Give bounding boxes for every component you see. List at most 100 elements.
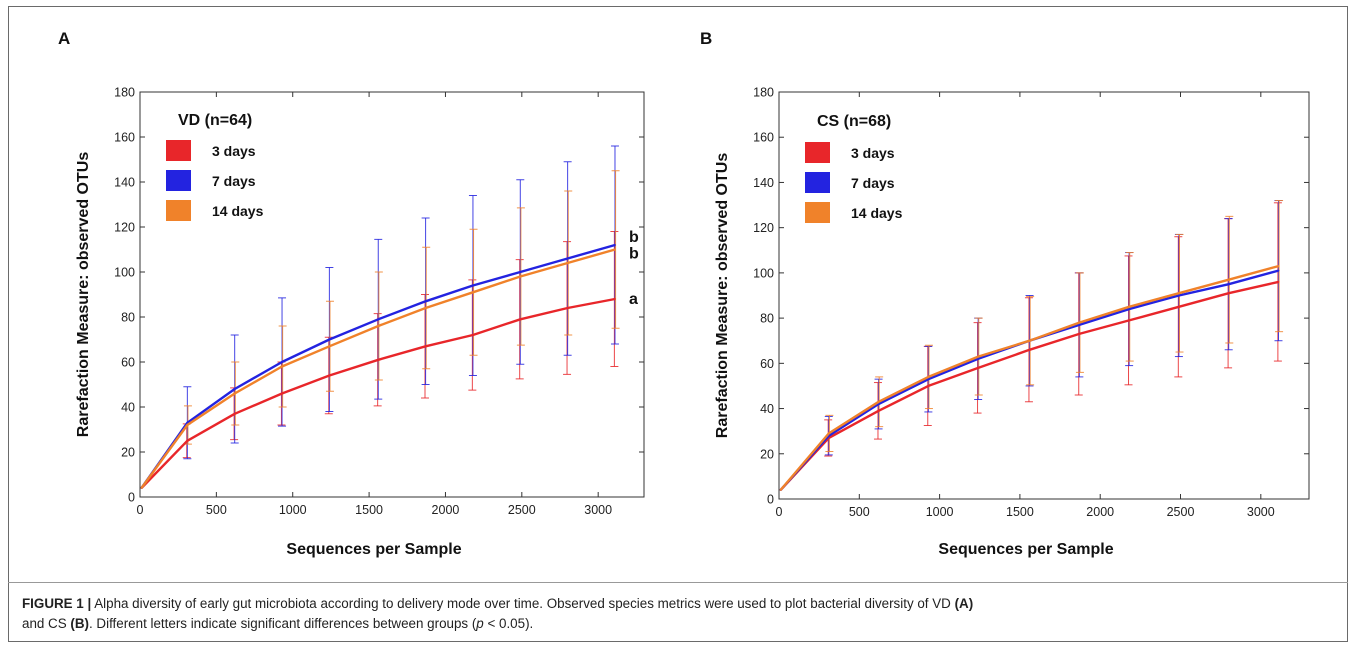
legend-title: CS (n=68) xyxy=(817,113,891,130)
data-point xyxy=(877,409,880,412)
data-point xyxy=(424,300,427,303)
y-tick-label: 180 xyxy=(753,86,774,100)
y-tick-label: 180 xyxy=(114,86,135,100)
data-point xyxy=(328,345,331,348)
data-point xyxy=(1078,323,1081,326)
data-point xyxy=(377,358,380,361)
y-tick-label: 140 xyxy=(114,176,135,190)
legend-label: 14 days xyxy=(212,203,264,219)
x-tick-label: 1000 xyxy=(926,505,954,519)
data-point xyxy=(233,388,236,390)
data-point xyxy=(328,338,331,341)
data-point xyxy=(1128,308,1131,310)
data-point xyxy=(779,489,782,491)
data-point xyxy=(519,271,522,273)
y-axis-label: Rarefaction Measure: observed OTUs xyxy=(714,153,731,439)
x-tick-label: 2000 xyxy=(432,503,460,517)
x-tick-label: 500 xyxy=(206,503,227,517)
data-point xyxy=(472,284,474,287)
x-axis-label: Sequences per Sample xyxy=(938,541,1113,558)
data-point xyxy=(927,378,930,381)
x-tick-label: 3000 xyxy=(584,503,612,517)
figure-caption: FIGURE 1 | Alpha diversity of early gut … xyxy=(22,594,1340,634)
x-tick-label: 0 xyxy=(776,505,783,519)
y-tick-label: 0 xyxy=(767,493,774,507)
data-point xyxy=(1178,305,1180,308)
x-tick-label: 1000 xyxy=(279,503,307,517)
data-point xyxy=(614,298,616,300)
data-point xyxy=(1028,339,1031,342)
y-tick-label: 0 xyxy=(128,491,135,505)
data-point xyxy=(877,403,880,405)
legend-label: 3 days xyxy=(212,143,256,159)
data-point xyxy=(233,392,236,395)
legend-swatch xyxy=(166,140,191,161)
y-tick-label: 160 xyxy=(753,131,774,145)
x-tick-label: 3000 xyxy=(1247,505,1275,519)
data-point xyxy=(614,248,616,251)
data-point xyxy=(424,307,427,309)
data-point xyxy=(566,307,569,309)
data-point xyxy=(1227,278,1230,281)
panel-label-b: B xyxy=(700,29,712,48)
chart-a: 0 20 40 60 80 100 120 140 160 180 0 500 1000 1500 2000… xyxy=(75,86,645,558)
data-point xyxy=(977,355,980,358)
data-point xyxy=(566,262,569,264)
significance-letter: b xyxy=(629,229,639,246)
legend-swatch xyxy=(805,142,830,163)
legend-label: 3 days xyxy=(851,145,895,161)
plot-area xyxy=(139,91,645,498)
data-point xyxy=(281,392,283,395)
y-tick-label: 40 xyxy=(760,402,774,416)
data-point xyxy=(377,318,380,321)
y-axis-label: Rarefaction Measure: observed OTUs xyxy=(75,152,92,438)
data-point xyxy=(977,366,980,369)
x-tick-label: 500 xyxy=(849,505,870,519)
y-tick-label: 120 xyxy=(114,221,135,235)
legend-swatch xyxy=(166,170,191,191)
data-point xyxy=(328,374,331,377)
chart-b: 0 20 40 60 80 100 120 140 160 180 0 500 1000 1500 2000… xyxy=(714,86,1310,558)
data-point xyxy=(1277,281,1280,283)
caption-label: FIGURE 1 | xyxy=(22,596,92,611)
data-point xyxy=(1178,294,1180,297)
legend-label: 7 days xyxy=(851,175,895,191)
data-point xyxy=(1178,292,1180,295)
data-point xyxy=(1028,348,1031,351)
data-point xyxy=(186,439,189,442)
data-point xyxy=(877,400,880,403)
caption-divider xyxy=(8,582,1348,583)
data-point xyxy=(424,345,427,348)
data-point xyxy=(1128,319,1131,322)
legend-swatch xyxy=(805,202,830,223)
caption-text-4: < 0.05). xyxy=(483,616,534,631)
legend-label: 7 days xyxy=(212,173,256,189)
data-point xyxy=(472,291,474,294)
legend-label: 14 days xyxy=(851,205,903,221)
data-point xyxy=(1277,269,1280,272)
y-tick-label: 140 xyxy=(753,176,774,190)
panel-label-a: A xyxy=(58,29,70,48)
legend-swatch xyxy=(166,200,191,221)
y-tick-label: 60 xyxy=(760,357,774,371)
legend-swatch xyxy=(805,172,830,193)
caption-text-3: . Different letters indicate significant… xyxy=(88,616,477,631)
y-tick-label: 60 xyxy=(121,356,135,370)
y-tick-label: 20 xyxy=(121,446,135,460)
caption-p-symbol: p xyxy=(476,616,484,631)
data-point xyxy=(233,412,236,415)
significance-letter: a xyxy=(629,291,638,308)
x-tick-label: 0 xyxy=(137,503,144,517)
y-tick-label: 40 xyxy=(121,401,135,415)
y-tick-label: 100 xyxy=(753,266,774,280)
data-point xyxy=(1128,305,1131,308)
data-point xyxy=(566,257,569,260)
data-point xyxy=(1277,265,1280,268)
data-point xyxy=(1227,283,1230,286)
data-point xyxy=(140,487,143,489)
significance-letter: b xyxy=(629,246,639,263)
data-point xyxy=(281,365,283,368)
data-point xyxy=(377,325,380,327)
y-tick-label: 100 xyxy=(114,266,135,280)
